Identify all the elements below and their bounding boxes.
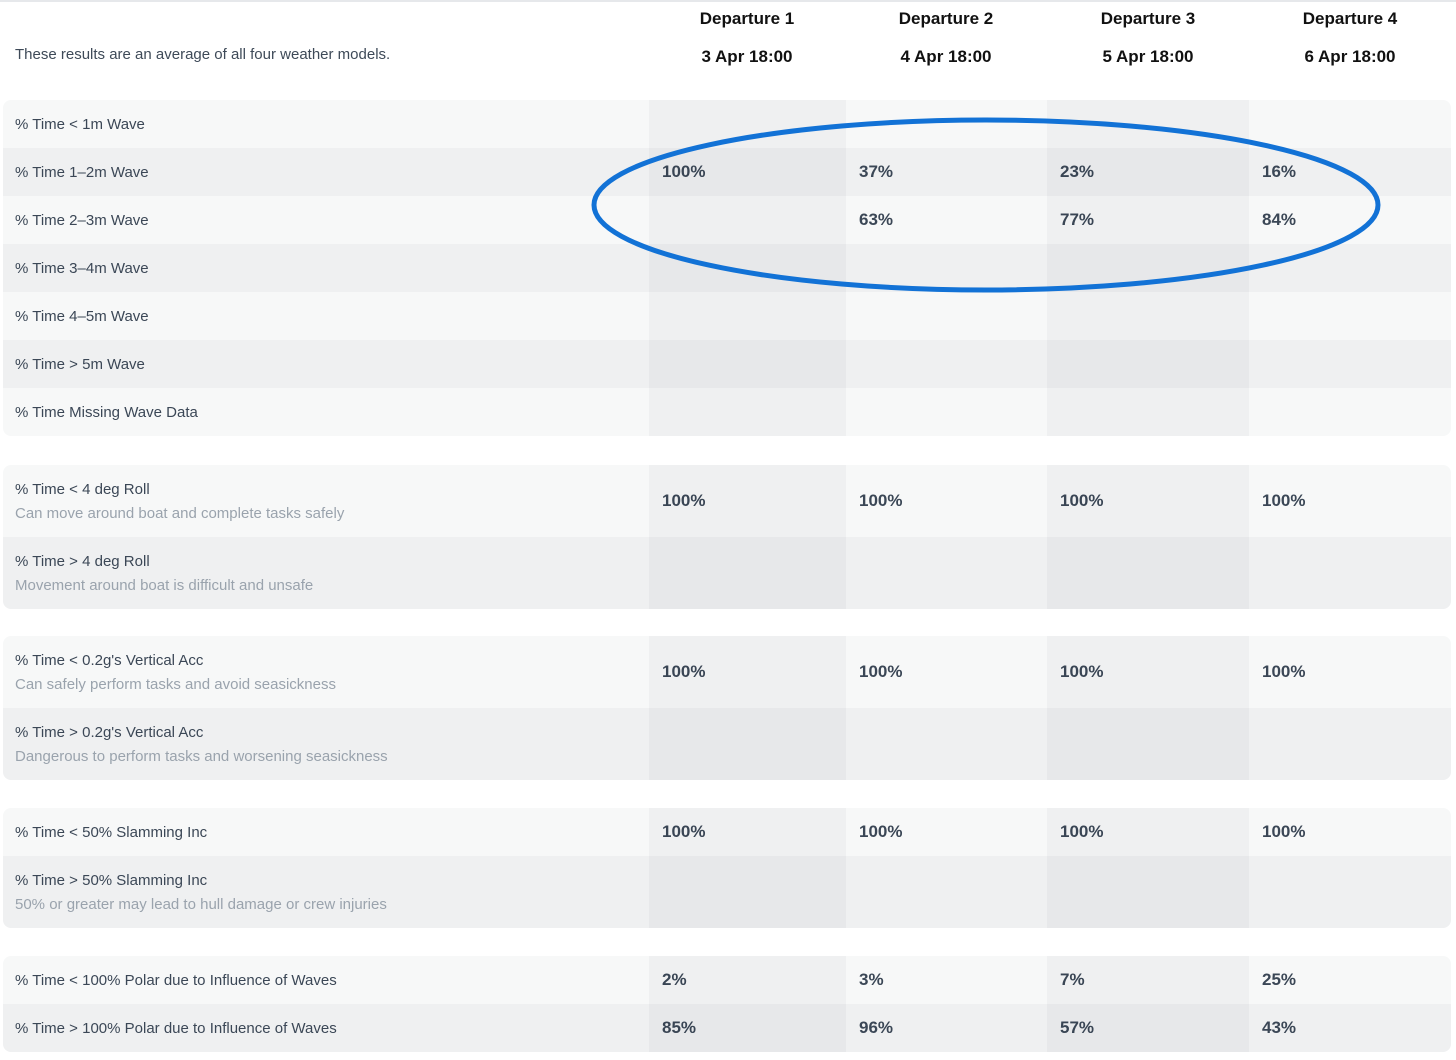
table-row: % Time > 50% Slamming Inc 50% or greater … xyxy=(3,856,1451,928)
departure-3-header: Departure 3 5 Apr 18:00 xyxy=(1047,8,1249,68)
cell-value-departure-3: 100% xyxy=(1060,822,1104,841)
cell-value-departure-4: 43% xyxy=(1262,1018,1297,1037)
table-row: % Time Missing Wave Data xyxy=(3,388,1451,436)
cell-value-departure-4: 100% xyxy=(1262,822,1306,841)
row-label: % Time < 50% Slamming Inc xyxy=(15,824,208,841)
cell-value-departure-2: 63% xyxy=(859,210,894,229)
metric-group-5: % Time < 100% Polar due to Influence of … xyxy=(3,956,1451,1052)
cell-value-departure-3: 100% xyxy=(1060,491,1104,510)
departure-name: Departure 3 xyxy=(1100,9,1196,28)
departure-2-header: Departure 2 4 Apr 18:00 xyxy=(845,8,1047,68)
row-label: % Time > 50% Slamming Inc xyxy=(15,872,208,889)
row-label: % Time < 100% Polar due to Influence of … xyxy=(15,972,337,989)
cell-value-departure-1: 100% xyxy=(662,662,706,681)
row-label: % Time 4–5m Wave xyxy=(15,308,149,325)
row-description: Can move around boat and complete tasks … xyxy=(15,505,345,522)
column-shade xyxy=(649,808,846,928)
departure-4-header: Departure 4 6 Apr 18:00 xyxy=(1249,8,1451,68)
cell-value-departure-4: 100% xyxy=(1262,491,1306,510)
cell-value-departure-2: 100% xyxy=(859,822,903,841)
table-row: % Time < 50% Slamming Inc 100% 100% 100% 100… xyxy=(3,808,1451,856)
models-average-note: These results are an average of all four… xyxy=(15,46,391,63)
table-row: % Time > 5m Wave xyxy=(3,340,1451,388)
cell-value-departure-4: 84% xyxy=(1262,210,1297,229)
metric-group-3: % Time < 0.2g's Vertical Acc Can safely p… xyxy=(3,636,1451,780)
row-description: Movement around boat is difficult and un… xyxy=(15,577,314,594)
column-shade xyxy=(1047,100,1249,436)
table-row: % Time < 100% Polar due to Influence of … xyxy=(3,956,1451,1004)
metric-group-2: % Time < 4 deg Roll Can move around boat … xyxy=(3,465,1451,609)
cell-value-departure-4: 100% xyxy=(1262,662,1306,681)
column-shade xyxy=(1047,465,1249,609)
departure-name: Departure 2 xyxy=(898,9,994,28)
row-label: % Time < 0.2g's Vertical Acc xyxy=(15,652,204,669)
row-label: % Time < 4 deg Roll xyxy=(15,481,150,498)
cell-value-departure-1: 85% xyxy=(662,1018,697,1037)
column-shade xyxy=(649,956,846,1052)
table-row: % Time > 100% Polar due to Influence of … xyxy=(3,1004,1451,1052)
table-row: % Time < 0.2g's Vertical Acc Can safely p… xyxy=(3,636,1451,708)
departure-date: 3 Apr 18:00 xyxy=(701,47,793,66)
table-row: % Time < 4 deg Roll Can move around boat … xyxy=(3,465,1451,537)
column-shade xyxy=(1047,808,1249,928)
cell-value-departure-4: 25% xyxy=(1262,970,1297,989)
column-shade xyxy=(649,465,846,609)
cell-value-departure-2: 3% xyxy=(859,970,884,989)
column-shade xyxy=(649,100,846,436)
row-label: % Time 1–2m Wave xyxy=(15,164,149,181)
cell-value-departure-3: 7% xyxy=(1060,970,1085,989)
cell-value-departure-3: 57% xyxy=(1060,1018,1095,1037)
row-label: % Time > 0.2g's Vertical Acc xyxy=(15,724,204,741)
row-label: % Time > 4 deg Roll xyxy=(15,553,150,570)
metric-group-4: % Time < 50% Slamming Inc 100% 100% 100% 100… xyxy=(3,808,1451,928)
column-shade xyxy=(1047,636,1249,780)
column-shade xyxy=(1047,956,1249,1052)
table-header: These results are an average of all four… xyxy=(0,0,1456,100)
row-label: % Time Missing Wave Data xyxy=(15,404,198,421)
column-shade xyxy=(649,636,846,780)
cell-value-departure-1: 100% xyxy=(662,491,706,510)
departure-name: Departure 1 xyxy=(699,9,795,28)
row-description: Can safely perform tasks and avoid seasi… xyxy=(15,676,336,693)
cell-value-departure-1: 2% xyxy=(662,970,687,989)
cell-value-departure-2: 100% xyxy=(859,491,903,510)
row-label: % Time > 100% Polar due to Influence of … xyxy=(15,1020,337,1037)
departure-date: 5 Apr 18:00 xyxy=(1102,47,1194,66)
departure-date: 6 Apr 18:00 xyxy=(1304,47,1396,66)
top-divider xyxy=(0,0,1456,2)
cell-value-departure-4: 16% xyxy=(1262,162,1297,181)
row-description: Dangerous to perform tasks and worsening… xyxy=(15,748,388,765)
row-label: % Time < 1m Wave xyxy=(15,116,145,133)
metric-group-1: % Time < 1m Wave% Time 1–2m Wave 100% 37% 2… xyxy=(3,100,1451,436)
departure-date: 4 Apr 18:00 xyxy=(900,47,992,66)
cell-value-departure-2: 37% xyxy=(859,162,894,181)
table-row: % Time > 0.2g's Vertical Acc Dangerous to… xyxy=(3,708,1451,780)
row-label: % Time 3–4m Wave xyxy=(15,260,149,277)
departure-name: Departure 4 xyxy=(1302,9,1398,28)
table-row: % Time 4–5m Wave xyxy=(3,292,1451,340)
row-description: 50% or greater may lead to hull damage o… xyxy=(15,896,387,913)
cell-value-departure-1: 100% xyxy=(662,822,706,841)
row-label: % Time 2–3m Wave xyxy=(15,212,149,229)
cell-value-departure-3: 100% xyxy=(1060,662,1104,681)
row-label: % Time > 5m Wave xyxy=(15,356,145,373)
departure-1-header: Departure 1 3 Apr 18:00 xyxy=(646,8,848,68)
table-row: % Time > 4 deg Roll Movement around boat … xyxy=(3,537,1451,609)
cell-value-departure-2: 100% xyxy=(859,662,903,681)
cell-value-departure-2: 96% xyxy=(859,1018,894,1037)
